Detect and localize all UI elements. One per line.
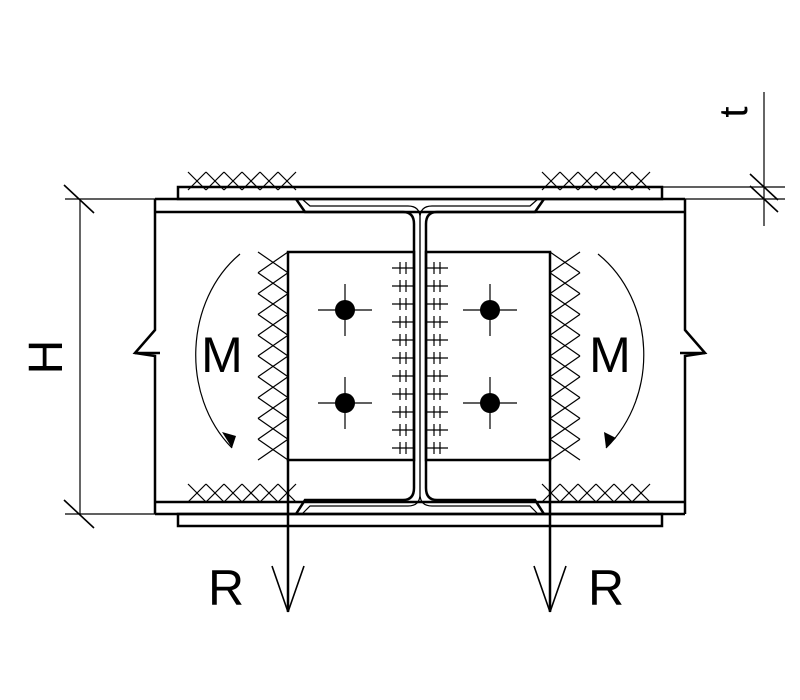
weld-hatch-line bbox=[257, 417, 289, 440]
weld-hatch-line bbox=[559, 171, 579, 191]
weld-hatch-line bbox=[549, 438, 581, 461]
weld-hatch-line bbox=[241, 171, 261, 191]
bolts bbox=[318, 284, 517, 429]
reaction-arrow-left bbox=[271, 460, 305, 613]
moment-arrow-right bbox=[597, 253, 645, 449]
left-beam-break-line bbox=[132, 199, 160, 514]
weld-hatch-line bbox=[241, 483, 261, 503]
weld-hatch-line bbox=[223, 171, 243, 191]
weld-hatch-line bbox=[613, 171, 633, 191]
weld-hatch-line bbox=[613, 483, 633, 503]
right-web-splice-plate bbox=[424, 250, 552, 462]
bolt bbox=[318, 377, 372, 429]
bolt bbox=[463, 284, 517, 336]
height-label: H bbox=[20, 340, 73, 375]
weld-hatch-line bbox=[549, 272, 581, 295]
weld-hatch-line bbox=[595, 483, 615, 503]
weld-hatch-line bbox=[549, 334, 581, 357]
right-beam-break-line bbox=[680, 199, 708, 514]
weld-hatch-line bbox=[549, 313, 581, 336]
weld-hatch-line bbox=[577, 171, 597, 191]
reaction-label-left: R bbox=[208, 560, 244, 616]
moment-arrow-left bbox=[195, 253, 241, 449]
bottom-cover-plate bbox=[176, 512, 664, 528]
weld-hatch-line bbox=[257, 272, 289, 295]
weld-hatch-line bbox=[257, 293, 289, 315]
weld-hatch-line bbox=[259, 171, 279, 191]
weld-hatch-line bbox=[549, 293, 581, 315]
right-section-outline bbox=[419, 198, 546, 515]
bolt bbox=[318, 284, 372, 336]
height-dimension bbox=[63, 184, 155, 529]
weld-hatch-line bbox=[259, 483, 279, 503]
fillet-weld-symbols bbox=[187, 171, 651, 503]
weld-hatch-line bbox=[549, 251, 581, 274]
weld-hatch-line bbox=[277, 171, 297, 191]
web-weld-ticks bbox=[392, 262, 448, 454]
weld-hatch-line bbox=[541, 171, 561, 191]
weld-hatch-line bbox=[631, 483, 651, 503]
reaction-label-right: R bbox=[588, 560, 624, 616]
weld-hatch-line bbox=[205, 483, 225, 503]
thickness-label: t bbox=[712, 106, 756, 117]
weld-hatch-line bbox=[223, 483, 243, 503]
weld-hatch-line bbox=[549, 397, 581, 419]
weld-hatch-line bbox=[577, 483, 597, 503]
weld-hatch-line bbox=[257, 438, 289, 461]
weld-hatch-line bbox=[187, 483, 207, 503]
weld-hatch-line bbox=[187, 171, 207, 191]
moment-label-left: M bbox=[201, 327, 243, 383]
weld-hatch-line bbox=[631, 171, 651, 191]
weld-hatch-line bbox=[595, 171, 615, 191]
top-cover-plate bbox=[176, 185, 664, 201]
weld-hatch-line bbox=[257, 251, 289, 274]
weld-hatch-line bbox=[549, 355, 581, 378]
moment-label-right: M bbox=[589, 327, 631, 383]
weld-hatch-line bbox=[549, 376, 581, 399]
left-web-splice-plate bbox=[286, 250, 416, 462]
weld-hatch-line bbox=[559, 483, 579, 503]
bottom-flange bbox=[155, 500, 685, 516]
weld-hatch-line bbox=[257, 334, 289, 357]
weld-hatch-line bbox=[257, 355, 289, 378]
thickness-dimension bbox=[660, 92, 785, 226]
top-flange bbox=[155, 197, 685, 214]
weld-hatch-line bbox=[257, 313, 289, 336]
weld-hatch-line bbox=[257, 376, 289, 399]
weld-hatch-line bbox=[257, 397, 289, 419]
reaction-arrow-right bbox=[533, 460, 567, 613]
weld-hatch-line bbox=[549, 417, 581, 440]
weld-hatch-line bbox=[205, 171, 225, 191]
left-section-outline bbox=[294, 198, 421, 515]
bolt bbox=[463, 377, 517, 429]
